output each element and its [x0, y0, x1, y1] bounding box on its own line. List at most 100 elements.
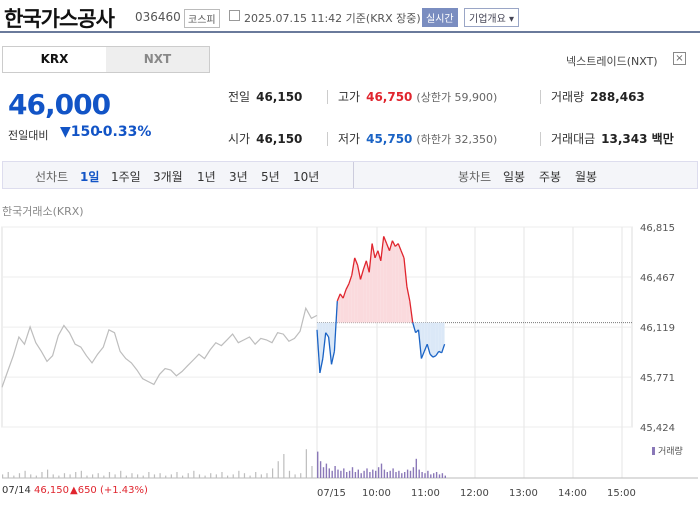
stat-prev: 전일 46,150	[228, 88, 302, 105]
period-1y[interactable]: 1년	[197, 170, 216, 184]
volume-bar	[47, 469, 49, 478]
volume-bar	[322, 467, 325, 478]
price-area	[383, 236, 387, 323]
price-segment	[397, 243, 402, 251]
stat-volume-value: 288,463	[590, 90, 645, 104]
period-monthly[interactable]: 월봉	[575, 170, 598, 184]
price-segment	[365, 260, 370, 273]
price-area	[360, 269, 364, 323]
volume-bar	[266, 473, 268, 478]
volume-bar	[277, 461, 279, 478]
tab-nxt[interactable]: NXT	[106, 47, 209, 72]
realtime-badge[interactable]: 실시간	[422, 8, 458, 27]
stat-prev-value: 46,150	[256, 90, 303, 104]
volume-bar	[348, 470, 351, 478]
y-ticks: 46,815 46,467 46,119 45,771 45,424	[640, 223, 675, 434]
period-daily[interactable]: 일봉	[503, 170, 526, 184]
price-segment	[327, 336, 333, 365]
volume-bar	[331, 470, 333, 478]
price-segment	[420, 351, 425, 359]
price-segment	[356, 264, 362, 280]
volume-legend-label: 거래량	[658, 445, 683, 457]
volume-bar	[283, 454, 285, 478]
volume-bar	[372, 469, 374, 478]
volume-bar	[165, 475, 167, 478]
stat-amount-label: 거래대금	[551, 132, 596, 146]
company-info-dropdown[interactable]: 기업개요 ▾	[464, 8, 520, 27]
volume-bar	[176, 472, 178, 478]
price-area	[386, 243, 390, 323]
price-segment	[383, 236, 388, 244]
lower-limit: (하한가 32,350)	[416, 133, 498, 146]
volume-bar	[300, 473, 302, 478]
volume-bar	[221, 472, 223, 478]
divider	[327, 90, 328, 104]
period-10y[interactable]: 10년	[293, 170, 320, 184]
price-segment	[432, 355, 437, 358]
period-1w[interactable]: 1주일	[111, 170, 141, 184]
price-area	[401, 250, 404, 323]
divider	[540, 132, 541, 146]
volume-bar	[153, 474, 156, 478]
volume-bar	[120, 470, 122, 478]
price-segment	[435, 351, 440, 357]
period-3m[interactable]: 3개월	[153, 170, 183, 184]
divider	[327, 132, 328, 146]
volume-bar	[114, 474, 116, 478]
price-segment	[354, 257, 359, 266]
stat-amount: 거래대금 13,343 백만	[551, 130, 674, 147]
price-area	[337, 293, 341, 323]
price-area	[348, 275, 352, 323]
volume-bar	[427, 470, 429, 478]
stock-code: 036460	[135, 10, 181, 24]
line-chart-label: 선차트	[35, 170, 69, 184]
divider	[353, 162, 354, 188]
change-percent: -0.33%	[97, 124, 152, 140]
x-tick-label: 07/15	[317, 488, 346, 499]
price-area	[424, 322, 428, 352]
price-segment	[374, 250, 379, 259]
volume-bar	[232, 474, 234, 478]
volume-bar	[288, 470, 291, 478]
volume-bar	[24, 470, 26, 478]
price-area	[433, 322, 436, 358]
price-segment	[330, 351, 336, 365]
price-segment	[316, 329, 321, 373]
volume-bar	[415, 458, 417, 478]
price-area	[406, 286, 410, 323]
price-area	[366, 260, 370, 323]
period-3y[interactable]: 3년	[229, 170, 248, 184]
volume-bar	[137, 474, 139, 478]
volume-legend-swatch	[652, 447, 655, 455]
footer-change-pct: (+1.43%)	[99, 485, 148, 496]
x-tick-label: 15:00	[607, 488, 636, 499]
close-icon[interactable]: ×	[673, 52, 686, 65]
price-area	[438, 322, 442, 353]
volume-bar	[193, 470, 195, 478]
volume-bar	[369, 472, 371, 478]
price-segment	[400, 250, 405, 259]
price-segment	[429, 353, 434, 358]
price-segment	[426, 344, 431, 355]
volume-bar	[398, 470, 400, 478]
period-1d[interactable]: 1일	[80, 170, 100, 184]
source-label: 한국거래소(KRX)	[2, 205, 84, 218]
footer-change: ▲650 (+1.43%)	[70, 485, 148, 496]
nxt-link[interactable]: 넥스트레이드(NXT)	[566, 55, 658, 68]
volume-bar	[409, 470, 412, 478]
volume-bar	[360, 473, 362, 478]
period-5y[interactable]: 5년	[261, 170, 280, 184]
price-area	[357, 265, 361, 323]
company-info-label: 기업개요	[469, 14, 506, 25]
down-triangle-icon: ▼	[60, 124, 71, 140]
period-weekly[interactable]: 주봉	[539, 170, 562, 184]
volume-bar	[418, 469, 420, 478]
volume-bar	[260, 474, 262, 478]
price-area	[435, 322, 439, 356]
volume-bar	[63, 473, 66, 478]
stat-open-value: 46,150	[256, 132, 303, 146]
x-tick-label: 10:00	[362, 488, 391, 499]
tab-krx[interactable]: KRX	[3, 47, 106, 72]
up-triangle-icon: ▲	[70, 485, 78, 496]
volume-bar	[366, 468, 368, 478]
